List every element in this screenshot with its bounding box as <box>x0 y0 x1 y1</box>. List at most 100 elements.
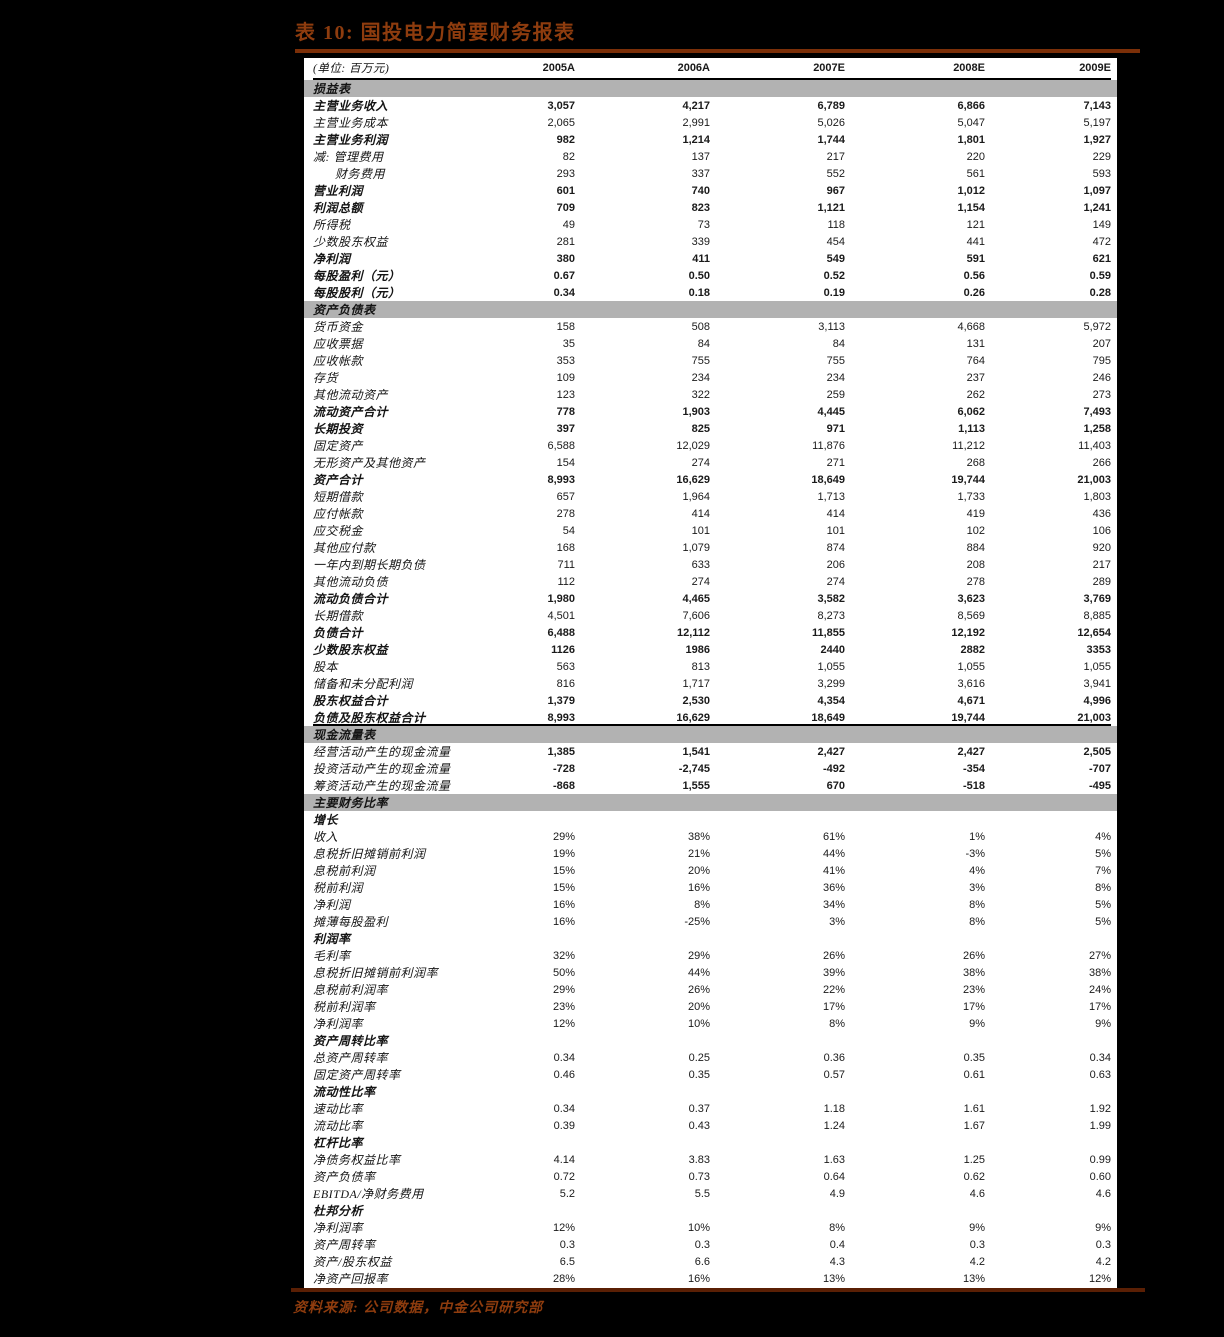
row-label: 增长 <box>313 813 339 827</box>
cell-value: 54 <box>562 524 575 537</box>
cell-value: 8% <box>969 915 985 928</box>
table-row: 储备和未分配利润 816 1,717 3,299 3,616 3,941 <box>313 675 1111 692</box>
table-row: 固定资产 6,588 12,029 11,876 11,212 11,403 <box>313 437 1111 454</box>
row-label: 主营业务收入 <box>313 99 389 113</box>
cell-value: -2,745 <box>678 762 710 775</box>
cell-value: 1,744 <box>817 133 845 146</box>
cell-value: 8% <box>969 898 985 911</box>
column-header-2006a: 2006A <box>677 62 710 74</box>
table-row: 净债务权益比率 4.14 3.83 1.63 1.25 0.99 <box>313 1151 1111 1168</box>
cell-value: 0.99 <box>1089 1153 1111 1166</box>
row-label: 应收帐款 <box>313 354 364 368</box>
cell-value: 0.62 <box>963 1170 985 1183</box>
cell-value: 16,629 <box>676 711 710 724</box>
row-label: 少数股东权益 <box>313 643 389 657</box>
row-label: 息税前利润 <box>313 864 376 878</box>
title-underline <box>295 49 1140 53</box>
cell-value: 137 <box>691 150 710 163</box>
cell-value: 271 <box>826 456 845 469</box>
cell-value: 84 <box>832 337 845 350</box>
table-row: 主营业务成本 2,065 2,991 5,026 5,047 5,197 <box>313 114 1111 131</box>
cell-value: 397 <box>556 422 575 435</box>
cell-value: 971 <box>826 422 845 435</box>
cell-value: 5% <box>1095 898 1111 911</box>
table-row: 减: 管理费用 82 137 217 220 229 <box>313 148 1111 165</box>
cell-value: 12% <box>1088 1272 1111 1285</box>
cell-value: 2,427 <box>817 745 845 758</box>
cell-value: 34% <box>822 898 845 911</box>
cell-value: 3,623 <box>957 592 985 605</box>
cell-value: 1126 <box>551 643 575 656</box>
source-note: 资料来源: 公司数据，中金公司研究部 <box>293 1301 544 1316</box>
cell-value: 7,143 <box>1083 99 1111 112</box>
cell-value: 207 <box>1092 337 1111 350</box>
cell-value: 552 <box>826 167 845 180</box>
cell-value: 12,192 <box>951 626 985 639</box>
cell-value: 8% <box>829 1017 845 1030</box>
cell-value: 12,029 <box>676 439 710 452</box>
cell-value: 755 <box>691 354 710 367</box>
cell-value: 106 <box>1092 524 1111 537</box>
table-row: 总资产周转率 0.34 0.25 0.36 0.35 0.34 <box>313 1049 1111 1066</box>
table-row: 应付帐款 278 414 414 419 436 <box>313 505 1111 522</box>
row-label: 营业利润 <box>313 184 364 198</box>
row-label: 利润总额 <box>313 201 364 215</box>
cell-value: 9% <box>969 1221 985 1234</box>
cell-value: 44% <box>822 847 845 860</box>
cell-value: 561 <box>966 167 985 180</box>
row-label: 摊薄每股盈利 <box>313 915 389 929</box>
financial-table: (单位: 百万元) 2005A 2006A 2007E 2008E 2009E … <box>304 58 1117 1289</box>
row-label: 长期借款 <box>313 609 364 623</box>
cell-value: 0.25 <box>688 1051 710 1064</box>
cell-value: 1,713 <box>817 490 845 503</box>
cell-value: 3% <box>969 881 985 894</box>
cell-value: 8% <box>694 898 710 911</box>
table-row: 应交税金 54 101 101 102 106 <box>313 522 1111 539</box>
table-row: 主营业务利润 982 1,214 1,744 1,801 1,927 <box>313 131 1111 148</box>
cell-value: -518 <box>962 779 985 792</box>
cell-value: 12% <box>552 1221 575 1234</box>
cell-value: 1,379 <box>547 694 575 707</box>
row-label: 总资产周转率 <box>313 1051 389 1065</box>
cell-value: 217 <box>1092 558 1111 571</box>
cell-value: 0.35 <box>963 1051 985 1064</box>
cell-value: 709 <box>556 201 575 214</box>
unit-label: (单位: 百万元) <box>313 63 390 75</box>
cell-value: 27% <box>1088 949 1111 962</box>
table-row: 筹资活动产生的现金流量 -868 1,555 670 -518 -495 <box>313 777 1111 794</box>
cell-value: 5% <box>1095 847 1111 860</box>
cell-value: 36% <box>822 881 845 894</box>
table-row: 息税折旧摊销前利润 19% 21% 44% -3% 5% <box>313 845 1111 862</box>
cell-value: 1.67 <box>963 1119 985 1132</box>
row-label: 资产合计 <box>313 473 364 487</box>
table-row: 税前利润 15% 16% 36% 3% 8% <box>313 879 1111 896</box>
cell-value: 2,505 <box>1083 745 1111 758</box>
cell-value: 8% <box>829 1221 845 1234</box>
cell-value: 0.72 <box>553 1170 575 1183</box>
cell-value: 508 <box>691 320 710 333</box>
row-label: 净利润 <box>313 898 351 912</box>
row-label: 其他流动负债 <box>313 575 389 589</box>
cell-value: 1,241 <box>1083 201 1111 214</box>
cell-value: 15% <box>552 864 575 877</box>
cell-value: 20% <box>687 1000 710 1013</box>
cell-value: 11,876 <box>812 439 845 452</box>
cell-value: -728 <box>552 762 575 775</box>
cell-value: -707 <box>1088 762 1111 775</box>
table-row: 速动比率 0.34 0.37 1.18 1.61 1.92 <box>313 1100 1111 1117</box>
cell-value: 5,047 <box>957 116 985 129</box>
cell-value: 601 <box>556 184 575 197</box>
cell-value: 7,493 <box>1083 405 1111 418</box>
cell-value: 26% <box>687 983 710 996</box>
row-label: 所得税 <box>313 218 351 232</box>
table-row: 固定资产周转率 0.46 0.35 0.57 0.61 0.63 <box>313 1066 1111 1083</box>
table-row: 息税前利润率 29% 26% 22% 23% 24% <box>313 981 1111 998</box>
cell-value: 11,855 <box>811 626 845 639</box>
cell-value: 874 <box>826 541 845 554</box>
cell-value: 5.5 <box>694 1187 710 1200</box>
table-row: 资产负债率 0.72 0.73 0.64 0.62 0.60 <box>313 1168 1111 1185</box>
cell-value: 1,803 <box>1083 490 1111 503</box>
cell-value: 1,541 <box>682 745 710 758</box>
cell-value: 149 <box>1092 218 1111 231</box>
